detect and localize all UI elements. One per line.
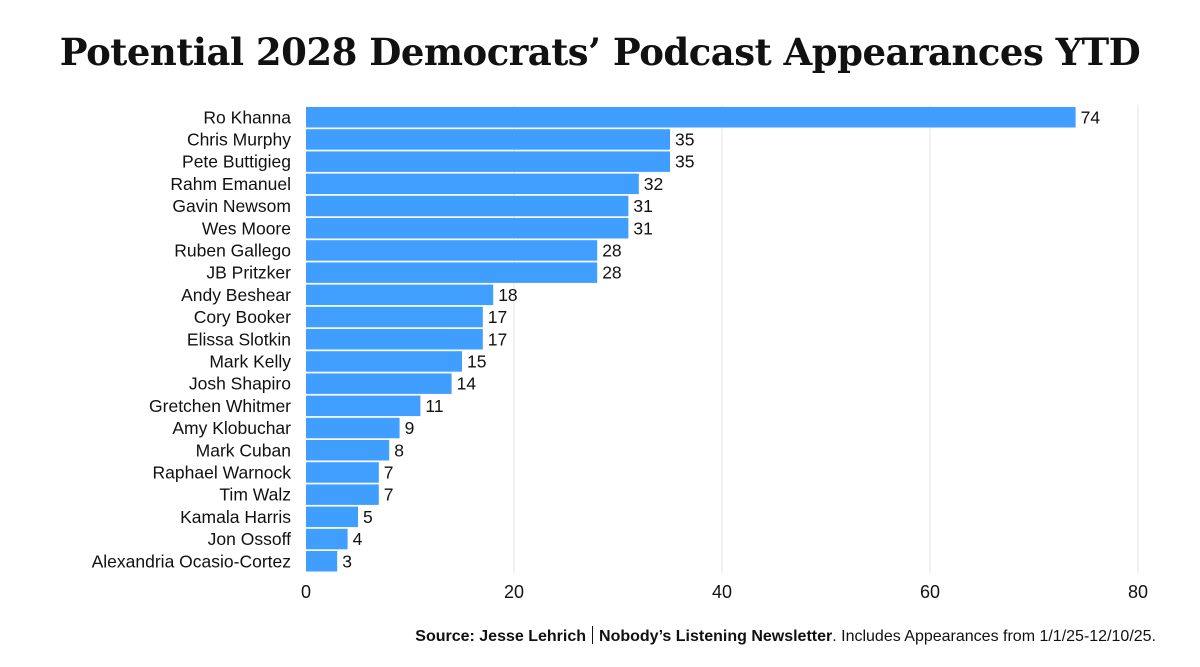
category-label: Gavin Newsom bbox=[172, 196, 291, 216]
x-tick-label: 40 bbox=[712, 582, 732, 602]
category-label: Pete Buttigieg bbox=[182, 152, 291, 172]
data-label: 31 bbox=[633, 218, 652, 238]
source-credit: Source: Jesse Lehrich bbox=[415, 628, 587, 645]
data-label: 32 bbox=[644, 174, 663, 194]
bar bbox=[306, 284, 494, 306]
bar bbox=[306, 351, 462, 372]
bar bbox=[306, 262, 598, 283]
bar bbox=[306, 373, 452, 394]
category-label: Tim Walz bbox=[219, 485, 291, 505]
data-label: 7 bbox=[384, 462, 394, 482]
bar bbox=[306, 528, 348, 550]
data-label: 17 bbox=[488, 329, 507, 349]
newsletter-name: Nobody’s Listening Newsletter bbox=[599, 628, 833, 645]
divider bbox=[592, 626, 594, 644]
source-footer: Source: Jesse Lehrich Nobody’s Listening … bbox=[415, 626, 1156, 646]
category-label: Kamala Harris bbox=[180, 507, 291, 527]
data-label: 18 bbox=[498, 285, 517, 305]
bar bbox=[306, 484, 379, 505]
date-range-note: . Includes Appearances from 1/1/25-12/10… bbox=[832, 628, 1156, 645]
chart-title: Potential 2028 Democrats’ Podcast Appear… bbox=[59, 30, 1141, 74]
bar bbox=[306, 551, 338, 572]
x-tick-label: 60 bbox=[920, 582, 940, 602]
x-tick-label: 0 bbox=[301, 582, 311, 602]
data-label: 5 bbox=[363, 507, 373, 527]
data-label: 17 bbox=[488, 307, 507, 327]
bar bbox=[306, 151, 670, 172]
category-label: Josh Shapiro bbox=[189, 374, 291, 394]
category-label: Mark Cuban bbox=[196, 440, 291, 460]
bar bbox=[306, 129, 670, 150]
x-tick-label: 20 bbox=[504, 582, 524, 602]
data-label: 28 bbox=[602, 263, 621, 283]
bar bbox=[306, 173, 639, 195]
category-label: Andy Beshear bbox=[181, 285, 291, 305]
category-label: Ro Khanna bbox=[203, 107, 291, 127]
data-label: 74 bbox=[1081, 107, 1101, 127]
data-label: 15 bbox=[467, 351, 486, 371]
data-label: 8 bbox=[394, 440, 404, 460]
data-label: 3 bbox=[342, 551, 352, 571]
category-label: Elissa Slotkin bbox=[187, 329, 291, 349]
category-label: JB Pritzker bbox=[206, 263, 291, 283]
category-label: Wes Moore bbox=[202, 218, 291, 238]
data-label: 28 bbox=[602, 240, 621, 260]
bar bbox=[306, 462, 379, 483]
data-label: 31 bbox=[633, 196, 652, 216]
bar bbox=[306, 329, 483, 350]
data-label: 4 bbox=[353, 529, 363, 549]
category-label: Raphael Warnock bbox=[153, 462, 292, 482]
bar bbox=[306, 240, 598, 261]
category-label: Mark Kelly bbox=[209, 351, 291, 371]
category-label: Ruben Gallego bbox=[174, 240, 291, 260]
data-label: 35 bbox=[675, 152, 694, 172]
data-label: 11 bbox=[425, 396, 443, 416]
bar bbox=[306, 306, 483, 328]
bar bbox=[306, 417, 400, 439]
x-tick-label: 80 bbox=[1128, 582, 1148, 602]
bar bbox=[306, 506, 358, 528]
bar bbox=[306, 395, 421, 417]
category-label: Alexandria Ocasio-Cortez bbox=[92, 551, 291, 571]
data-label: 7 bbox=[384, 485, 394, 505]
data-label: 9 bbox=[405, 418, 415, 438]
bar bbox=[306, 440, 390, 461]
bar bbox=[306, 218, 629, 239]
data-label: 35 bbox=[675, 129, 694, 149]
category-label: Chris Murphy bbox=[187, 129, 291, 149]
bar bbox=[306, 195, 629, 217]
category-label: Amy Klobuchar bbox=[172, 418, 291, 438]
category-label: Jon Ossoff bbox=[208, 529, 291, 549]
bar bbox=[306, 107, 1076, 128]
category-label: Gretchen Whitmer bbox=[149, 396, 291, 416]
category-label: Cory Booker bbox=[194, 307, 291, 327]
data-label: 14 bbox=[457, 374, 477, 394]
category-label: Rahm Emanuel bbox=[170, 174, 291, 194]
